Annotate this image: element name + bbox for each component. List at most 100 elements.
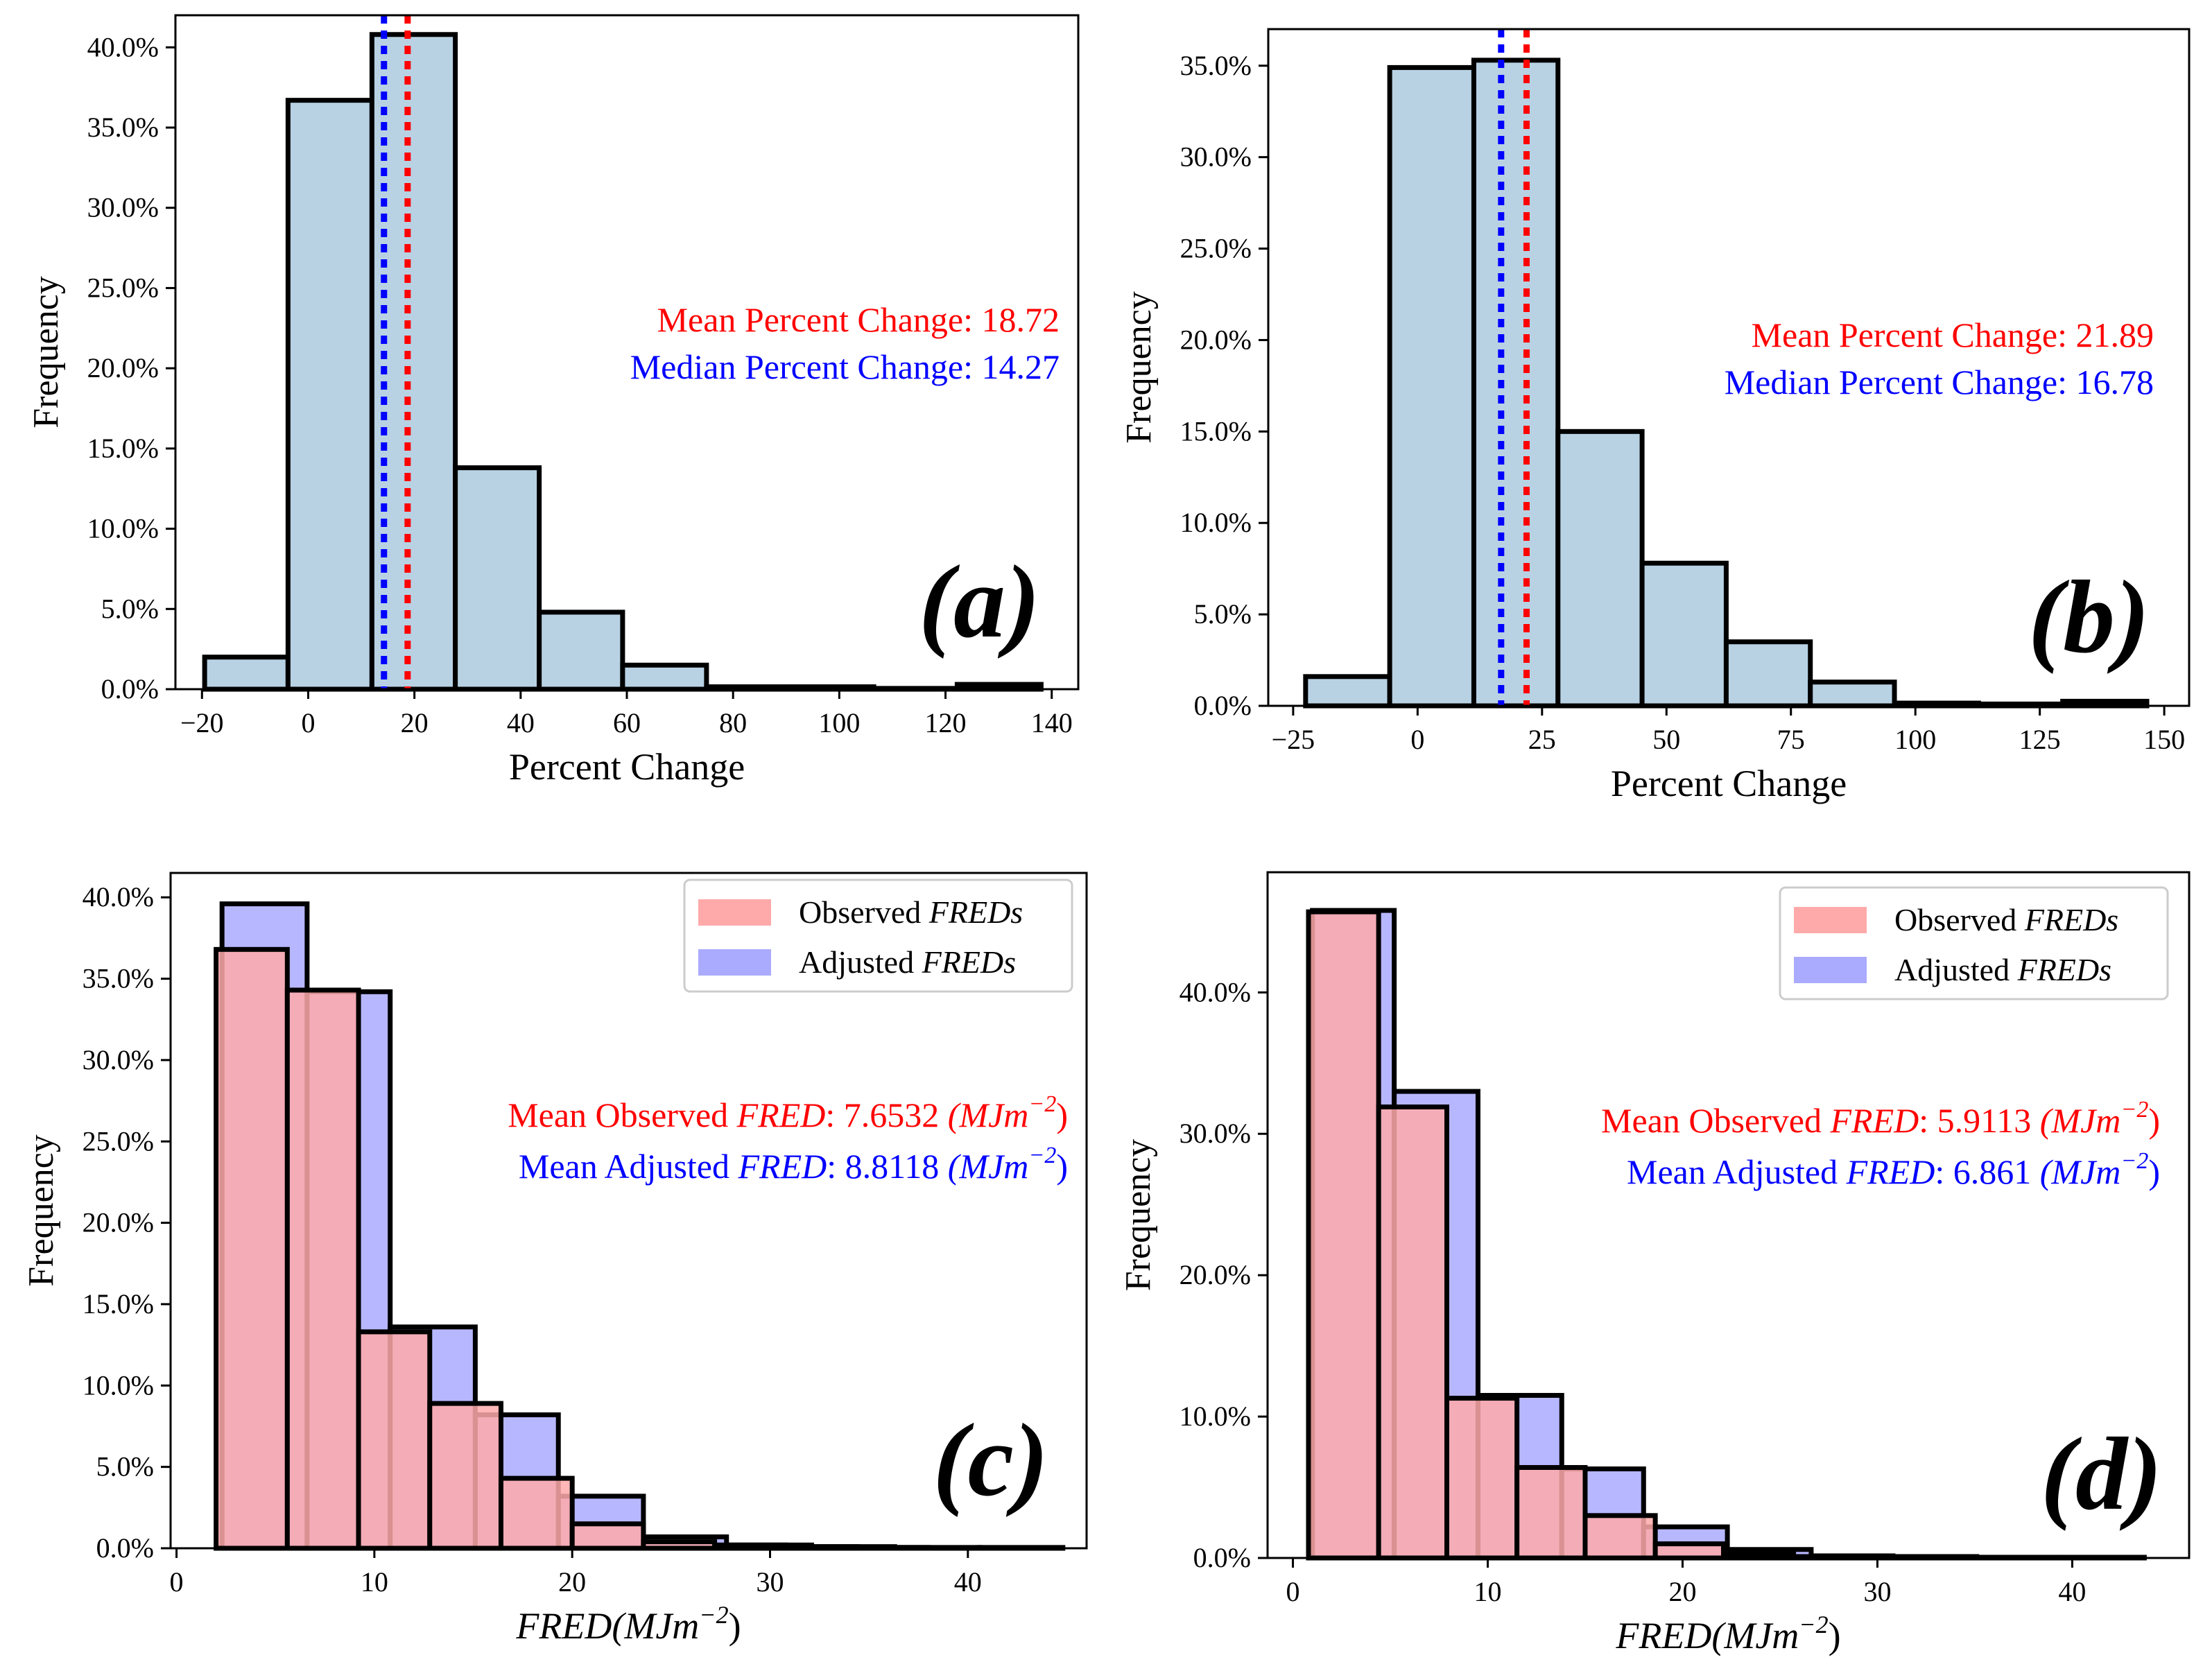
annotation-prefix: Mean Adjusted bbox=[519, 1147, 738, 1186]
annotation-value: : 5.9113 bbox=[1919, 1101, 2040, 1140]
legend-label-italic: FREDs bbox=[922, 944, 1016, 980]
annotation-value: : 6.861 bbox=[1935, 1152, 2039, 1191]
secondary-annotation: Median Percent Change: 16.78 bbox=[1725, 363, 2154, 401]
y-axis-label: Frequency bbox=[26, 276, 66, 428]
histogram-bar bbox=[285, 98, 374, 692]
secondary-annotation: Median Percent Change: 14.27 bbox=[630, 347, 1060, 386]
x-tick-label: 150 bbox=[2143, 724, 2185, 755]
x-tick-label: 25 bbox=[1528, 724, 1556, 755]
y-tick-label: 30.0% bbox=[1180, 1118, 1251, 1149]
y-tick-label: 15.0% bbox=[83, 1288, 154, 1319]
y-tick-label: 35.0% bbox=[1180, 50, 1252, 81]
y-axis-label: Frequency bbox=[1119, 291, 1159, 443]
histogram-bar bbox=[369, 32, 458, 692]
y-axis-label: Frequency bbox=[21, 1134, 61, 1286]
annotation-unit: (MJm bbox=[948, 1147, 1029, 1186]
y-tick-label: 35.0% bbox=[83, 963, 154, 994]
y-tick-label: 20.0% bbox=[87, 352, 159, 383]
secondary-annotation: Mean Adjusted FRED: 6.861 (MJm−2) bbox=[1627, 1148, 2160, 1191]
y-tick-label: 25.0% bbox=[1180, 233, 1252, 264]
legend-swatch-observed bbox=[1794, 907, 1867, 933]
plot-frame bbox=[169, 872, 1088, 1550]
y-tick-label: 10.0% bbox=[1180, 1401, 1251, 1432]
histogram-bar bbox=[1387, 64, 1476, 709]
x-tick-label: 120 bbox=[925, 707, 967, 738]
x-tick-label: −25 bbox=[1272, 724, 1315, 755]
x-axis-label-close: ) bbox=[729, 1605, 741, 1647]
annotation-close: ) bbox=[2148, 1152, 2160, 1191]
mean-annotation: Mean Observed FRED: 5.9113 (MJm−2) bbox=[1601, 1097, 2160, 1140]
y-tick-label: 40.0% bbox=[1180, 976, 1251, 1007]
x-tick-label: 20 bbox=[558, 1566, 586, 1597]
x-axis-label: FRED(MJm−2) bbox=[515, 1601, 741, 1647]
x-tick-label: 0 bbox=[170, 1566, 184, 1597]
annotation-italic: FRED bbox=[1846, 1152, 1935, 1191]
x-tick-label: −20 bbox=[180, 707, 224, 738]
y-tick-label: 0.0% bbox=[96, 1532, 154, 1564]
legend-label-adjusted: Adjusted FREDs bbox=[799, 944, 1016, 980]
panel-label: (d) bbox=[2041, 1417, 2162, 1532]
y-tick-label: 5.0% bbox=[1194, 598, 1252, 630]
x-tick-label: 20 bbox=[401, 707, 429, 738]
annotation-value: : 7.6532 bbox=[825, 1096, 947, 1134]
x-tick-label: 0 bbox=[301, 707, 315, 738]
x-tick-label: 75 bbox=[1777, 724, 1805, 755]
x-tick-label: 40 bbox=[954, 1566, 982, 1597]
x-tick-label: 40 bbox=[2058, 1576, 2086, 1607]
observed-bar bbox=[1582, 1513, 1658, 1561]
x-tick-label: 80 bbox=[719, 707, 747, 738]
x-tick-label: 0 bbox=[1286, 1576, 1300, 1607]
y-tick-label: 20.0% bbox=[1180, 1259, 1251, 1290]
histogram-bar bbox=[1555, 428, 1645, 709]
annotation-value: : 8.8118 bbox=[827, 1147, 948, 1186]
x-axis-label-exponent: −2 bbox=[699, 1601, 728, 1629]
panel-label: (a) bbox=[919, 544, 1040, 659]
legend-box bbox=[683, 878, 1073, 993]
y-tick-label: 0.0% bbox=[1193, 1542, 1251, 1573]
x-axis-label-main: FRED bbox=[515, 1605, 612, 1647]
annotation-prefix: Mean Adjusted bbox=[1627, 1152, 1847, 1191]
panel-b: −25 0 25 50 75 100 125 150 0.0% 5.0% 10.0% 15.0% 20.… bbox=[1119, 28, 2191, 804]
x-tick-label: 10 bbox=[361, 1566, 388, 1597]
annotation-exponent: −2 bbox=[1028, 1143, 1056, 1168]
x-tick-label: 30 bbox=[756, 1566, 784, 1597]
annotation-italic: FRED bbox=[738, 1147, 827, 1186]
y-tick-label: 40.0% bbox=[87, 31, 159, 62]
annotation-exponent: −2 bbox=[2120, 1097, 2148, 1123]
legend-label-text: Observed bbox=[799, 894, 929, 930]
x-axis-label: Percent Change bbox=[1611, 763, 1847, 804]
histogram-bar bbox=[1639, 560, 1729, 709]
x-axis-label-close: ) bbox=[1829, 1615, 1841, 1656]
legend-label-text: Adjusted bbox=[1894, 952, 2018, 987]
mean-annotation: Mean Observed FRED: 7.6532 (MJm−2) bbox=[508, 1091, 1068, 1134]
annotation-prefix: Mean Observed bbox=[1601, 1101, 1830, 1140]
x-tick-label: 140 bbox=[1031, 707, 1073, 738]
x-tick-label: 40 bbox=[507, 707, 535, 738]
y-tick-label: 10.0% bbox=[1180, 507, 1252, 538]
legend-label-observed: Observed FREDs bbox=[799, 894, 1023, 930]
secondary-annotation: Mean Adjusted FRED: 8.8118 (MJm−2) bbox=[519, 1143, 1068, 1186]
annotation-close: ) bbox=[2148, 1101, 2160, 1140]
annotation-exponent: −2 bbox=[1028, 1091, 1056, 1117]
observed-bar bbox=[284, 987, 361, 1551]
legend-label-italic: FREDs bbox=[2024, 902, 2118, 937]
legend-label-italic: FREDs bbox=[928, 894, 1023, 930]
y-tick-label: 0.0% bbox=[101, 673, 159, 704]
x-axis-label-main: FRED bbox=[1615, 1615, 1711, 1656]
y-tick-label: 15.0% bbox=[1180, 415, 1252, 447]
annotation-unit: (MJm bbox=[2040, 1152, 2121, 1191]
observed-bar bbox=[1444, 1396, 1520, 1561]
plot-frame bbox=[1267, 28, 2191, 707]
histogram-bar bbox=[1471, 58, 1561, 709]
observed-bar bbox=[214, 946, 290, 1551]
y-tick-label: 10.0% bbox=[87, 513, 159, 544]
histogram-bar bbox=[202, 655, 291, 692]
legend-label-observed: Observed FREDs bbox=[1894, 902, 2118, 937]
x-tick-label: 10 bbox=[1474, 1576, 1501, 1607]
annotation-unit: (MJm bbox=[948, 1096, 1029, 1134]
annotation-close: ) bbox=[1056, 1096, 1068, 1134]
y-tick-label: 25.0% bbox=[83, 1125, 154, 1157]
plot-frame bbox=[1266, 871, 2191, 1559]
y-tick-label: 30.0% bbox=[87, 192, 159, 223]
y-tick-label: 20.0% bbox=[83, 1207, 154, 1238]
